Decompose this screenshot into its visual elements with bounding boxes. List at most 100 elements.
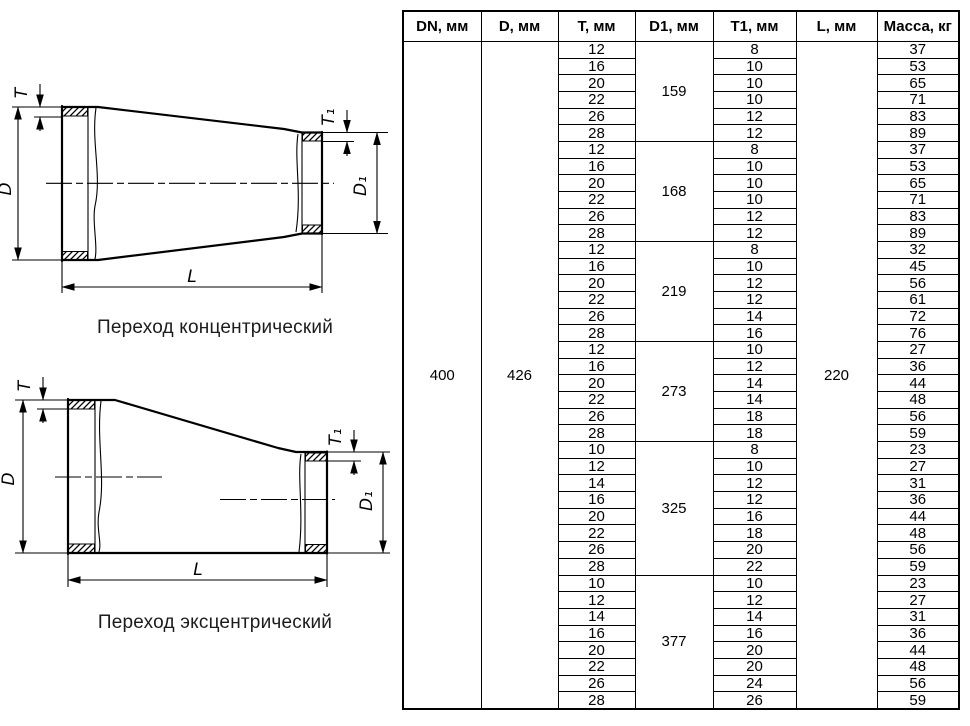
weld-end-hatch [62, 107, 323, 261]
dim-label-l: L [193, 560, 202, 580]
mass-value-cell: 27 [876, 341, 960, 359]
d-value-cell: 426 [480, 41, 559, 710]
mass-value-cell: 56 [876, 407, 960, 426]
center-line [55, 476, 335, 501]
table-row: 26 12 83 [403, 207, 960, 226]
dn-value-cell: 400 [402, 41, 482, 710]
t-value-cell: 28 [557, 124, 636, 143]
t-value-cell: 12 [557, 141, 636, 159]
t1-value-cell: 14 [712, 374, 797, 393]
t1-value-cell: 12 [712, 224, 797, 243]
mass-value-cell: 65 [876, 74, 960, 93]
t-value-cell: 16 [557, 157, 636, 176]
t-value-cell: 12 [557, 41, 636, 59]
inner-edges [94, 400, 306, 553]
d1-value-cell: 325 [634, 441, 714, 576]
t-value-cell: 26 [557, 541, 636, 559]
t1-value-cell: 8 [712, 241, 797, 259]
table-row: 22 12 61 [403, 291, 960, 309]
t-value-cell: 16 [557, 624, 636, 643]
t1-value-cell: 8 [712, 441, 797, 459]
dim-label-t: T [15, 379, 35, 391]
l-value-cell: 220 [795, 41, 878, 710]
table-row: 12 168 8 37 [403, 141, 960, 243]
header-row: DN, мм D, мм T, мм D1, мм T1, мм L, мм М… [402, 10, 960, 42]
table-row: 26 18 56 [403, 407, 960, 426]
table-row: 22 10 71 [403, 91, 960, 109]
weld-end-hatch [68, 400, 327, 553]
t-value-cell: 16 [557, 257, 636, 276]
table-row: 22 18 48 [403, 524, 960, 543]
eccentric-reducer-drawing: T D T₁ D₁ L [0, 377, 390, 587]
eccentric-caption: Переход эксцентрический [97, 612, 333, 633]
mass-value-cell: 48 [876, 524, 960, 543]
t1-value-cell: 12 [712, 107, 797, 126]
table-row: 16 16 36 [403, 624, 960, 643]
t-value-cell: 22 [557, 91, 636, 109]
table-row: 28 16 76 [403, 324, 960, 343]
table-row: 16 12 36 [403, 357, 960, 376]
mass-value-cell: 83 [876, 107, 960, 126]
mass-value-cell: 32 [876, 241, 960, 259]
t-value-cell: 16 [557, 57, 636, 76]
t1-value-cell: 10 [712, 91, 797, 109]
mass-value-cell: 71 [876, 91, 960, 109]
header-d1: D1, мм [634, 10, 714, 42]
t1-value-cell: 14 [712, 607, 797, 626]
t-value-cell: 20 [557, 507, 636, 526]
mass-value-cell: 27 [876, 591, 960, 609]
mass-value-cell: 71 [876, 191, 960, 209]
mass-value-cell: 83 [876, 207, 960, 226]
t-value-cell: 14 [557, 474, 636, 493]
header-d: D, мм [480, 10, 559, 42]
mass-value-cell: 36 [876, 491, 960, 509]
mass-value-cell: 56 [876, 274, 960, 293]
concentric-caption: Переход концентрический [96, 317, 334, 338]
t-value-cell: 26 [557, 674, 636, 693]
d1-value-cell: 159 [634, 40, 714, 143]
t-value-cell: 26 [557, 207, 636, 226]
mass-value-cell: 37 [876, 41, 960, 59]
t1-value-cell: 8 [712, 141, 797, 159]
d1-value-cell: 273 [634, 341, 714, 443]
mass-value-cell: 59 [876, 691, 960, 710]
dim-label-t: T [12, 86, 32, 98]
t-value-cell: 14 [557, 607, 636, 626]
mass-value-cell: 61 [876, 291, 960, 309]
mass-value-cell: 44 [876, 641, 960, 659]
t-value-cell: 10 [557, 441, 636, 459]
table-row: 28 22 59 [403, 557, 960, 576]
mass-value-cell: 23 [876, 441, 960, 459]
table-row: 12 219 8 32 [403, 241, 960, 343]
t-value-cell: 28 [557, 557, 636, 576]
t1-value-cell: 10 [712, 191, 797, 209]
table-row: 20 12 56 [403, 274, 960, 293]
header-l: L, мм [795, 10, 878, 42]
d1-value-cell: 377 [634, 574, 714, 710]
t1-value-cell: 20 [712, 657, 797, 676]
table-row: 20 10 65 [403, 174, 960, 193]
t1-value-cell: 12 [712, 474, 797, 493]
t-value-cell: 22 [557, 391, 636, 409]
dim-label-l: L [187, 267, 196, 287]
table-row: 20 14 44 [403, 374, 960, 393]
t-value-cell: 22 [557, 291, 636, 309]
mass-value-cell: 89 [876, 224, 960, 243]
t1-value-cell: 16 [712, 324, 797, 343]
t-value-cell: 20 [557, 174, 636, 193]
t1-value-cell: 12 [712, 207, 797, 226]
spec-table-body: 400 426 12 159 8 220 37 16 10 53 20 10 65 22 10 71 26 12 8… [402, 40, 960, 710]
t-value-cell: 22 [557, 524, 636, 543]
t1-value-cell: 10 [712, 74, 797, 93]
t-value-cell: 12 [557, 241, 636, 259]
t1-value-cell: 10 [712, 574, 797, 593]
mass-value-cell: 36 [876, 624, 960, 643]
t-value-cell: 20 [557, 74, 636, 93]
t1-value-cell: 10 [712, 457, 797, 476]
t-value-cell: 22 [557, 191, 636, 209]
t1-value-cell: 12 [712, 591, 797, 609]
table-row: 28 12 89 [403, 124, 960, 143]
header-dn: DN, мм [402, 10, 482, 42]
t1-value-cell: 14 [712, 307, 797, 326]
t1-value-cell: 12 [712, 491, 797, 509]
